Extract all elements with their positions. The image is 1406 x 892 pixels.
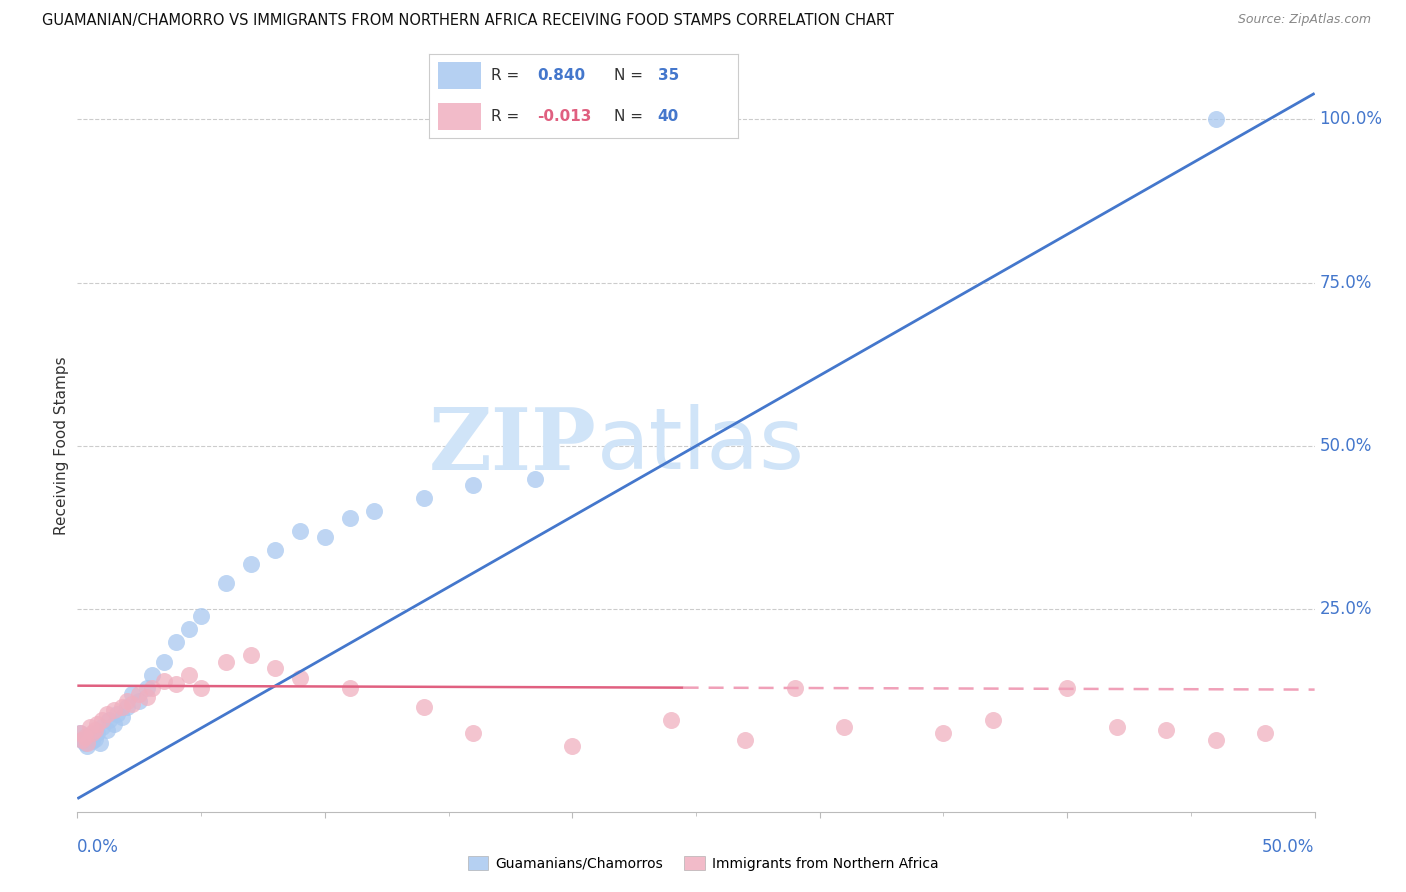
Text: 50.0%: 50.0% — [1263, 838, 1315, 855]
Point — [79, 730, 101, 744]
Point — [98, 714, 121, 728]
Point — [264, 661, 287, 675]
Point — [783, 681, 806, 695]
Text: 100.0%: 100.0% — [1320, 111, 1382, 128]
Text: N =: N = — [614, 68, 644, 83]
Text: N =: N = — [614, 109, 644, 124]
Text: 35: 35 — [658, 68, 679, 83]
Text: Source: ZipAtlas.com: Source: ZipAtlas.com — [1237, 13, 1371, 27]
Point — [115, 694, 138, 708]
Point — [83, 723, 105, 737]
Point — [82, 734, 104, 748]
Point — [121, 697, 143, 711]
Point — [135, 690, 157, 705]
Point — [339, 511, 361, 525]
Point — [932, 726, 955, 740]
Point — [1056, 681, 1078, 695]
Point — [82, 726, 104, 740]
Point — [86, 726, 108, 740]
Point — [96, 723, 118, 737]
Point — [73, 736, 96, 750]
Point — [165, 635, 187, 649]
Point — [1154, 723, 1177, 737]
Point — [339, 681, 361, 695]
Point — [153, 655, 176, 669]
Point — [91, 714, 114, 728]
Point — [76, 736, 98, 750]
Point — [89, 736, 111, 750]
Point — [363, 504, 385, 518]
Point — [91, 720, 114, 734]
Point — [96, 706, 118, 721]
Text: R =: R = — [491, 109, 519, 124]
Point — [72, 732, 94, 747]
Text: GUAMANIAN/CHAMORRO VS IMMIGRANTS FROM NORTHERN AFRICA RECEIVING FOOD STAMPS CORR: GUAMANIAN/CHAMORRO VS IMMIGRANTS FROM NO… — [42, 13, 894, 29]
Point — [190, 608, 212, 623]
Point — [659, 714, 682, 728]
Point — [83, 731, 105, 746]
Point — [288, 671, 311, 685]
Text: 40: 40 — [658, 109, 679, 124]
Point — [69, 726, 91, 740]
Point — [165, 677, 187, 691]
Text: 25.0%: 25.0% — [1320, 600, 1372, 618]
Y-axis label: Receiving Food Stamps: Receiving Food Stamps — [53, 357, 69, 535]
Point — [115, 700, 138, 714]
Point — [121, 687, 143, 701]
Point — [76, 739, 98, 754]
Point — [288, 524, 311, 538]
Point — [190, 681, 212, 695]
FancyBboxPatch shape — [439, 103, 481, 130]
Point — [1254, 726, 1277, 740]
Point — [153, 674, 176, 689]
Point — [314, 530, 336, 544]
Text: 0.0%: 0.0% — [77, 838, 120, 855]
Point — [981, 714, 1004, 728]
Point — [141, 667, 163, 681]
Point — [734, 732, 756, 747]
Text: 0.840: 0.840 — [537, 68, 585, 83]
Point — [239, 648, 262, 662]
Point — [128, 687, 150, 701]
Point — [103, 704, 125, 718]
Point — [111, 710, 134, 724]
Text: -0.013: -0.013 — [537, 109, 592, 124]
Point — [561, 739, 583, 754]
Point — [103, 716, 125, 731]
Point — [79, 720, 101, 734]
Text: atlas: atlas — [598, 404, 806, 488]
Point — [215, 576, 238, 591]
Point — [215, 655, 238, 669]
Point — [73, 730, 96, 744]
Point — [463, 478, 485, 492]
Point — [412, 700, 434, 714]
Point — [412, 491, 434, 506]
Point — [1205, 732, 1227, 747]
Point — [128, 694, 150, 708]
Point — [105, 706, 128, 721]
Point — [524, 472, 547, 486]
Point — [177, 667, 200, 681]
Text: 50.0%: 50.0% — [1320, 437, 1372, 455]
Point — [834, 720, 856, 734]
Point — [135, 681, 157, 695]
Point — [264, 543, 287, 558]
Point — [141, 681, 163, 695]
Point — [1105, 720, 1128, 734]
FancyBboxPatch shape — [439, 62, 481, 89]
Point — [86, 716, 108, 731]
Point — [1205, 112, 1227, 127]
Text: R =: R = — [491, 68, 519, 83]
Point — [111, 700, 134, 714]
Point — [69, 726, 91, 740]
Point — [463, 726, 485, 740]
Point — [177, 622, 200, 636]
Text: ZIP: ZIP — [429, 404, 598, 488]
Point — [72, 732, 94, 747]
Point — [239, 557, 262, 571]
Legend: Guamanians/Chamorros, Immigrants from Northern Africa: Guamanians/Chamorros, Immigrants from No… — [463, 850, 943, 876]
Text: 75.0%: 75.0% — [1320, 274, 1372, 292]
